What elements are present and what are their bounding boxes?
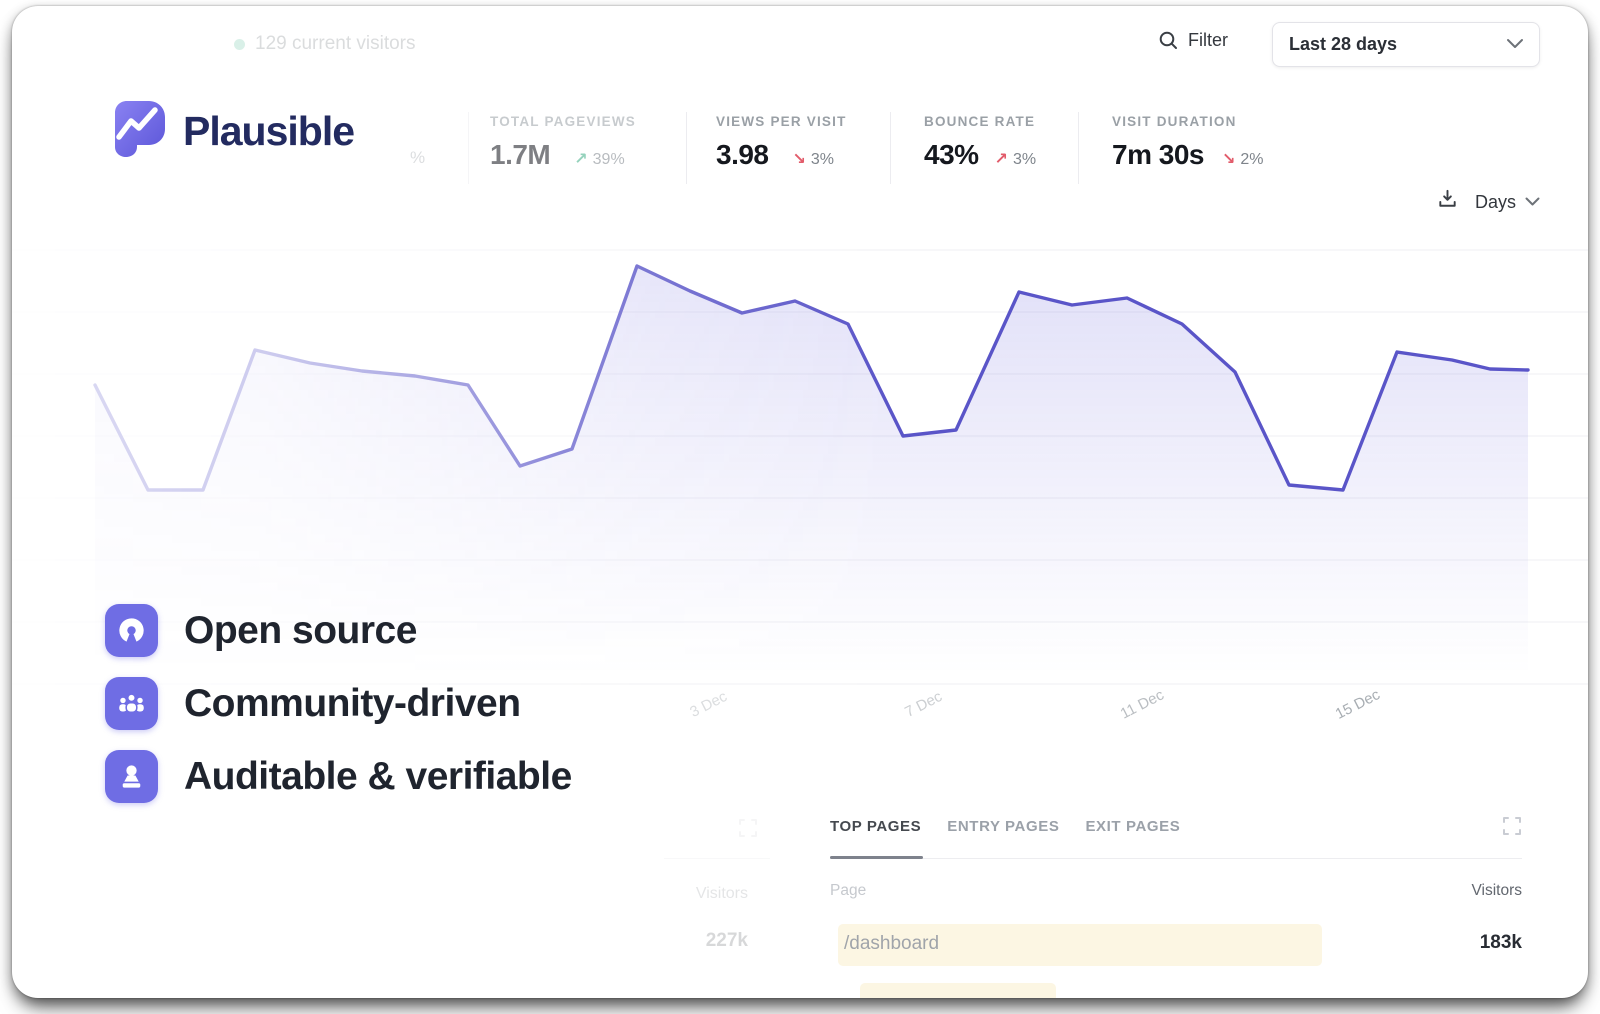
page-visitors: 183k — [1479, 932, 1522, 953]
expand-icon[interactable] — [1502, 816, 1522, 841]
stat-value: 1.7M — [490, 139, 551, 170]
stat-value: 3.98 — [716, 139, 769, 170]
stat-divider — [890, 112, 891, 184]
tabs-divider — [830, 858, 1522, 859]
visitors-column-header: Visitors — [695, 885, 748, 902]
feature-auditable: Auditable & verifiable — [105, 750, 572, 803]
stat-label: BOUNCE RATE — [924, 114, 1036, 129]
stat-total-pageviews[interactable]: TOTAL PAGEVIEWS 1.7M ↗ 39% — [490, 114, 636, 171]
stat-value: 7m 30s — [1112, 139, 1204, 170]
visitors-column-header: Visitors — [1471, 882, 1522, 899]
live-dot-icon — [234, 38, 245, 50]
panel-divider — [664, 858, 770, 859]
feature-label: Community-driven — [184, 681, 521, 725]
tab-exit-pages[interactable]: EXIT PAGES — [1085, 818, 1181, 835]
stat-delta: 3% — [1012, 151, 1037, 168]
page-name: /dashboard — [844, 933, 940, 954]
stat-label: VISIT DURATION — [1112, 114, 1237, 129]
stat-delta: 39% — [592, 151, 625, 168]
chart-line — [93, 264, 1530, 492]
open-source-icon — [105, 604, 158, 657]
feature-community: Community-driven — [105, 677, 521, 730]
chart-controls: Days — [1436, 188, 1540, 216]
current-visitors-label: 129 current visitors — [255, 33, 416, 54]
active-tab-underline — [830, 856, 923, 859]
expand-icon[interactable] — [738, 818, 758, 843]
trend-down-icon: ↘ — [1221, 149, 1236, 168]
stat-label: VIEWS PER VISIT — [716, 114, 847, 129]
row-bar-fill — [838, 924, 1322, 966]
stat-bounce-rate[interactable]: BOUNCE RATE 43% ↗ 3% — [924, 114, 1036, 171]
feature-label: Open source — [184, 608, 417, 652]
brand: Plausible — [105, 97, 355, 166]
table-header-row: Page Visitors — [830, 882, 1522, 900]
search-icon — [1158, 30, 1179, 51]
stat-views-per-visit[interactable]: VIEWS PER VISIT 3.98 ↘ 3% — [716, 114, 847, 171]
stat-delta: 3% — [810, 151, 835, 168]
stat-divider — [468, 112, 469, 184]
brand-wordmark: Plausible — [183, 108, 355, 154]
dashboard-card: 129 current visitors Filter Last 28 days — [12, 6, 1588, 998]
stamp-icon — [105, 750, 158, 803]
stat-label: TOTAL PAGEVIEWS — [490, 114, 637, 129]
tab-top-pages[interactable]: TOP PAGES — [830, 818, 922, 835]
filter-button[interactable]: Filter — [1158, 30, 1228, 51]
download-icon[interactable] — [1436, 188, 1459, 216]
trend-down-icon: ↘ — [792, 149, 806, 168]
tab-entry-pages[interactable]: ENTRY PAGES — [947, 818, 1060, 835]
stat-visit-duration[interactable]: VISIT DURATION 7m 30s ↘ 2% — [1112, 114, 1264, 171]
stat-delta: 2% — [1240, 151, 1264, 168]
community-icon — [105, 677, 158, 730]
visitors-area-chart[interactable] — [12, 240, 1588, 740]
visitors-value: 227k — [705, 930, 748, 951]
table-row-partial — [830, 983, 1522, 998]
stat-value: 43% — [924, 139, 979, 170]
chevron-down-icon — [1506, 36, 1524, 54]
interval-dropdown[interactable]: Days — [1475, 192, 1540, 213]
faded-stat-fragment: % — [410, 148, 426, 167]
trend-up-icon: ↗ — [994, 149, 1008, 168]
current-visitors: 129 current visitors — [234, 33, 416, 55]
row-bar-fill — [860, 983, 1056, 998]
interval-label: Days — [1474, 191, 1516, 212]
date-range-dropdown[interactable]: Last 28 days — [1272, 22, 1540, 67]
pages-tabs: TOP PAGES ENTRY PAGES EXIT PAGES — [830, 818, 1180, 835]
table-row[interactable]: /dashboard 183k — [830, 924, 1522, 966]
chart-svg — [12, 249, 1588, 710]
chevron-down-icon — [1525, 193, 1540, 211]
feature-open-source: Open source — [105, 604, 417, 657]
page-column-header: Page — [830, 882, 867, 899]
plausible-logo-icon — [105, 97, 169, 166]
stat-divider — [1078, 112, 1079, 184]
date-range-value: Last 28 days — [1289, 34, 1398, 54]
filter-label: Filter — [1188, 30, 1228, 50]
feature-label: Auditable & verifiable — [184, 754, 572, 798]
stat-divider — [686, 112, 687, 184]
chart-area-fill — [95, 266, 1528, 710]
top-pages-panel: TOP PAGES ENTRY PAGES EXIT PAGES Page Vi… — [830, 812, 1522, 998]
trend-up-icon: ↗ — [574, 149, 588, 168]
